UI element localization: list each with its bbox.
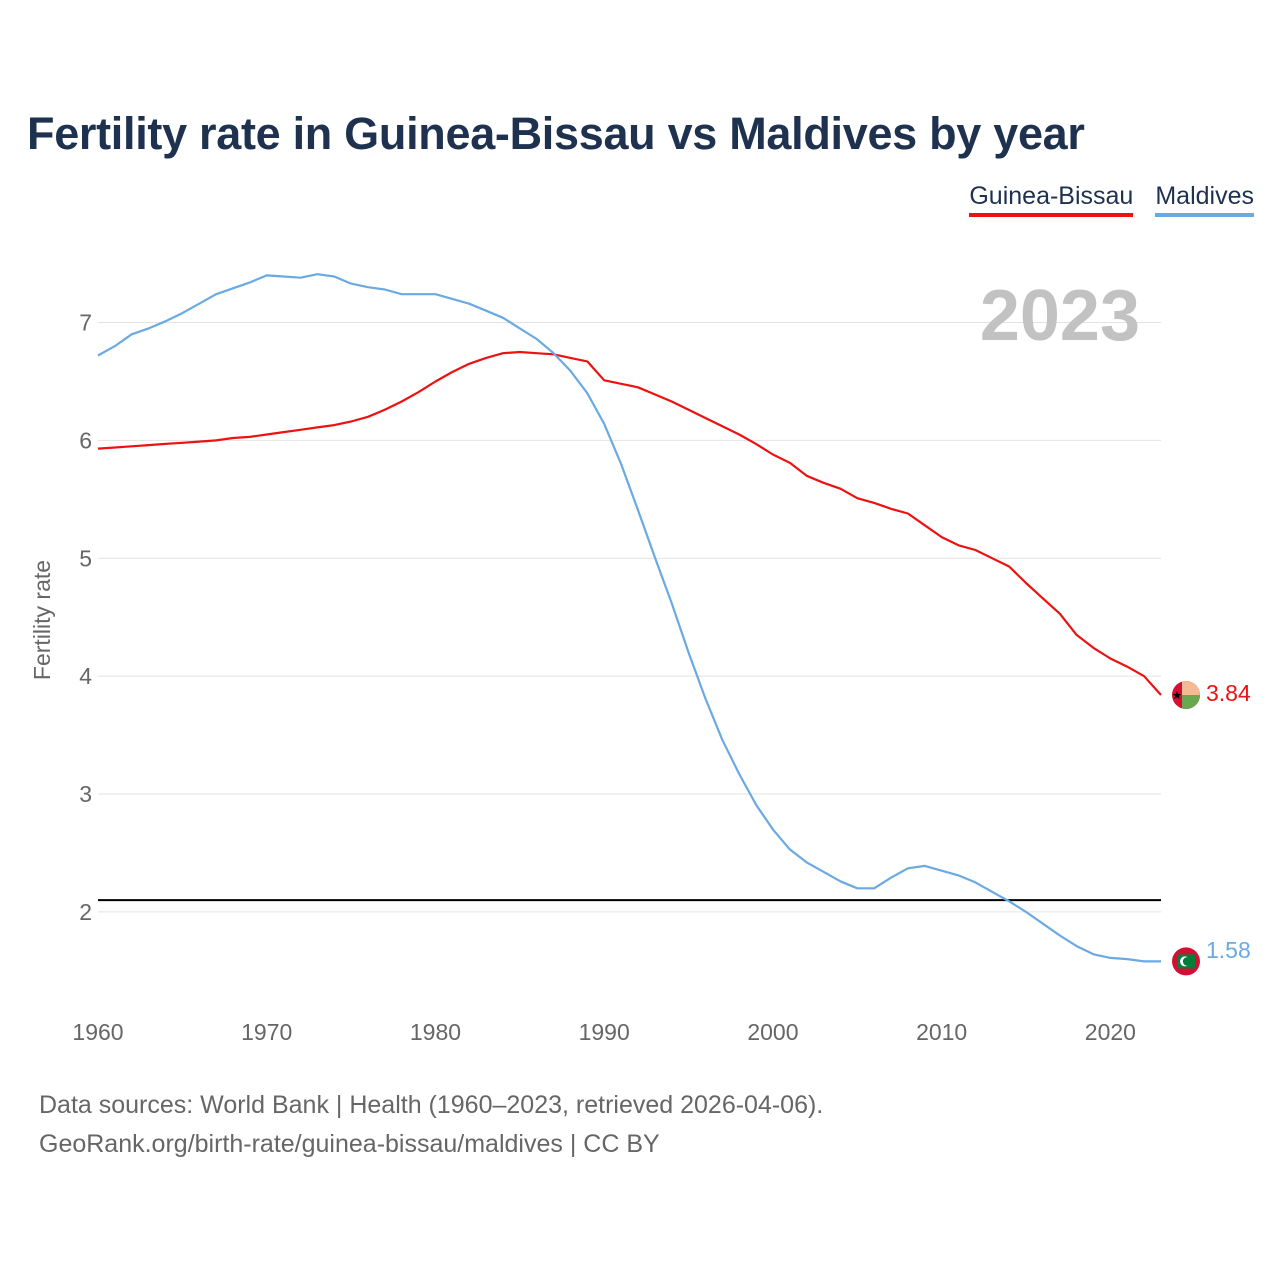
x-tick-label: 2010 [916,1019,967,1045]
y-tick-label: 5 [79,545,92,571]
y-tick-label: 3 [79,781,92,807]
star-icon [1172,691,1182,699]
year-watermark: 2023 [980,276,1140,356]
flag-yellow [1182,681,1200,696]
legend-item-guinea-bissau[interactable]: Guinea-Bissau [969,182,1134,217]
source-note: Data sources: World Bank | Health (1960–… [39,1086,823,1164]
y-axis-label: Fertility rate [29,560,55,680]
y-tick-label: 7 [79,310,92,336]
y-tick-label: 6 [79,427,92,453]
y-tick-label: 4 [79,663,92,689]
source-line-1: Data sources: World Bank | Health (1960–… [39,1091,824,1119]
x-tick-label: 2020 [1085,1019,1136,1045]
flag-icon-guinea-bissau [1172,681,1200,710]
legend: Guinea-Bissau Maldives [969,182,1254,217]
crescent-inner [1182,957,1192,966]
source-line-2[interactable]: GeoRank.org/birth-rate/guinea-bissau/mal… [39,1130,660,1158]
series-line-guinea-bissau [97,350,1162,696]
flag-green [1182,695,1200,709]
x-tick-label: 1980 [410,1019,461,1045]
y-tick-label: 2 [79,899,92,925]
legend-item-maldives[interactable]: Maldives [1155,182,1254,217]
x-tick-label: 1970 [241,1019,292,1045]
x-tick-label: 2000 [747,1019,798,1045]
flag-icon-maldives [1172,947,1200,976]
x-tick-label: 1960 [72,1019,123,1045]
x-tick-label: 1990 [579,1019,630,1045]
series-line-maldives [97,273,1161,963]
chart-title: Fertility rate in Guinea-Bissau vs Maldi… [27,108,1085,159]
